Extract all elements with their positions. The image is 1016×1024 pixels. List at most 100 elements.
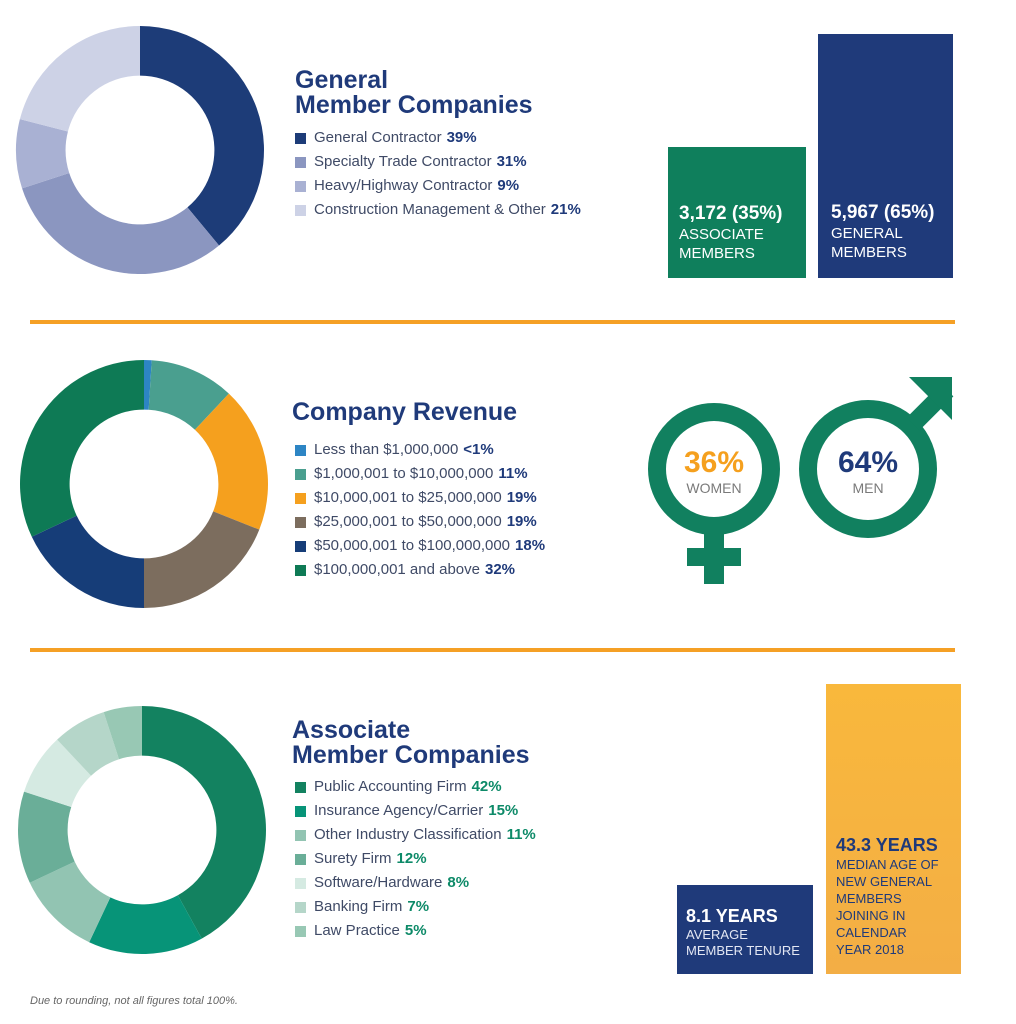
legend-item-insurance-agency-carrier: Insurance Agency/Carrier 15% — [295, 799, 536, 823]
slice-25-000-001-to-50-000-000 — [144, 511, 260, 608]
slice-1-000-001-to-10-000-000 — [148, 360, 229, 430]
legend-swatch — [295, 180, 306, 192]
legend-label: Construction Management & Other — [314, 201, 546, 218]
legend-value: 39% — [446, 129, 477, 146]
legend-value: 32% — [485, 561, 516, 578]
legend-label: Heavy/Highway Contractor — [314, 177, 493, 194]
slice-public-accounting-firm — [142, 706, 267, 939]
legend-value: 5% — [404, 922, 427, 939]
legend-value: 21% — [550, 201, 581, 218]
legend-label: Insurance Agency/Carrier — [314, 802, 484, 819]
legend-swatch — [295, 156, 306, 168]
slice-heavy-highway-contractor — [16, 119, 70, 189]
median-age-box: 43.3 YEARS MEDIAN AGE OF NEW GENERAL MEM… — [826, 684, 961, 974]
legend-swatch — [295, 805, 306, 817]
associate-members-box: 3,172 (35%) ASSOCIATE MEMBERS — [668, 147, 806, 278]
legend-item-public-accounting-firm: Public Accounting Firm 42% — [295, 775, 536, 799]
legend-item-less-than-1-000-000: Less than $1,000,000 <1% — [295, 438, 545, 462]
general-members-value: 5,967 (65%) — [831, 202, 935, 223]
slice-100-000-001-and-above — [20, 360, 144, 537]
legend-label: $100,000,001 and above — [314, 561, 480, 578]
legend-value: 19% — [506, 489, 537, 506]
legend-item-law-practice: Law Practice 5% — [295, 919, 536, 943]
legend-value: 7% — [407, 898, 430, 915]
legend-item-software-hardware: Software/Hardware 8% — [295, 871, 536, 895]
slice-other-industry-classification — [29, 861, 111, 943]
legend-swatch — [295, 781, 306, 793]
legend-label: Other Industry Classification — [314, 826, 502, 843]
median-age-line1: MEDIAN AGE OF — [836, 857, 939, 872]
median-age-line5: CALENDAR — [836, 925, 907, 940]
legend-swatch — [295, 132, 306, 144]
legend-label: Surety Firm — [314, 850, 392, 867]
associate-member-title-line2: Member Companies — [292, 741, 530, 769]
associate-member-title: Associate Member Companies — [292, 718, 530, 768]
legend-value: 11% — [506, 826, 536, 843]
median-age-line2: NEW GENERAL — [836, 874, 933, 889]
legend-item-25-000-001-to-50-000-000: $25,000,001 to $50,000,000 19% — [295, 510, 545, 534]
slice-less-than-1-000-000 — [144, 360, 152, 410]
section-divider-1 — [30, 320, 955, 324]
legend-item-1-000-001-to-10-000-000: $1,000,001 to $10,000,000 11% — [295, 462, 545, 486]
slice-insurance-agency-carrier — [89, 895, 202, 954]
legend-swatch — [295, 444, 306, 456]
legend-swatch — [295, 829, 306, 841]
median-age-line6: YEAR 2018 — [836, 942, 904, 957]
legend-value: 42% — [471, 778, 502, 795]
company-revenue-title-line1: Company Revenue — [292, 398, 518, 426]
slice-banking-firm — [57, 712, 120, 776]
legend-label: Less than $1,000,000 — [314, 441, 459, 458]
general-member-donut — [16, 26, 264, 274]
legend-swatch — [295, 516, 306, 528]
general-members-line2: MEMBERS — [831, 244, 907, 261]
legend-swatch — [295, 901, 306, 913]
legend-value: <1% — [463, 441, 494, 458]
legend-swatch — [295, 468, 306, 480]
slice-general-contractor — [140, 26, 264, 246]
legend-swatch — [295, 853, 306, 865]
footnote: Due to rounding, not all figures total 1… — [30, 995, 238, 1007]
slice-50-000-001-to-100-000-000 — [31, 515, 144, 608]
legend-label: Public Accounting Firm — [314, 778, 467, 795]
legend-value: 19% — [506, 513, 537, 530]
legend-label: $1,000,001 to $10,000,000 — [314, 465, 494, 482]
legend-item-10-000-001-to-25-000-000: $10,000,001 to $25,000,000 19% — [295, 486, 545, 510]
slice-surety-firm — [18, 791, 75, 883]
legend-value: 12% — [396, 850, 427, 867]
slice-specialty-trade-contractor — [22, 172, 220, 274]
general-member-title-line1: General — [295, 66, 389, 94]
legend-label: $25,000,001 to $50,000,000 — [314, 513, 502, 530]
average-tenure-line2: MEMBER TENURE — [686, 943, 800, 958]
legend-item-100-000-001-and-above: $100,000,001 and above 32% — [295, 558, 545, 582]
legend-item-other-industry-classification: Other Industry Classification 11% — [295, 823, 536, 847]
median-age-value: 43.3 YEARS — [836, 835, 938, 855]
legend-value: 31% — [496, 153, 527, 170]
legend-swatch — [295, 877, 306, 889]
legend-value: 8% — [447, 874, 470, 891]
legend-label: General Contractor — [314, 129, 442, 146]
associate-members-line2: MEMBERS — [679, 245, 755, 262]
legend-value: 15% — [488, 802, 519, 819]
associate-member-title-line1: Associate — [292, 716, 411, 744]
slice-law-practice — [103, 706, 142, 760]
legend-item-general-contractor: General Contractor 39% — [295, 126, 581, 150]
average-tenure-line1: AVERAGE — [686, 927, 748, 942]
general-members-line1: GENERAL — [831, 225, 903, 242]
men-percent: 64% — [837, 446, 899, 479]
associate-members-line1: ASSOCIATE — [679, 226, 764, 243]
slice-construction-management-other — [19, 26, 140, 132]
legend-value: 11% — [498, 465, 528, 482]
median-age-line4: JOINING IN — [836, 908, 906, 923]
legend-item-surety-firm: Surety Firm 12% — [295, 847, 536, 871]
legend-value: 9% — [497, 177, 520, 194]
median-age-description: MEDIAN AGE OF NEW GENERAL MEMBERS JOININ… — [836, 856, 961, 958]
associate-member-donut — [18, 706, 267, 954]
company-revenue-title: Company Revenue — [292, 400, 517, 425]
female-symbol-icon — [648, 403, 780, 584]
legend-item-construction-management-other: Construction Management & Other 21% — [295, 198, 581, 222]
legend-item-heavy-highway-contractor: Heavy/Highway Contractor 9% — [295, 174, 581, 198]
legend-swatch — [295, 204, 306, 216]
women-label: WOMEN — [686, 480, 742, 496]
legend-label: Software/Hardware — [314, 874, 443, 891]
legend-item-50-000-001-to-100-000-000: $50,000,001 to $100,000,000 18% — [295, 534, 545, 558]
